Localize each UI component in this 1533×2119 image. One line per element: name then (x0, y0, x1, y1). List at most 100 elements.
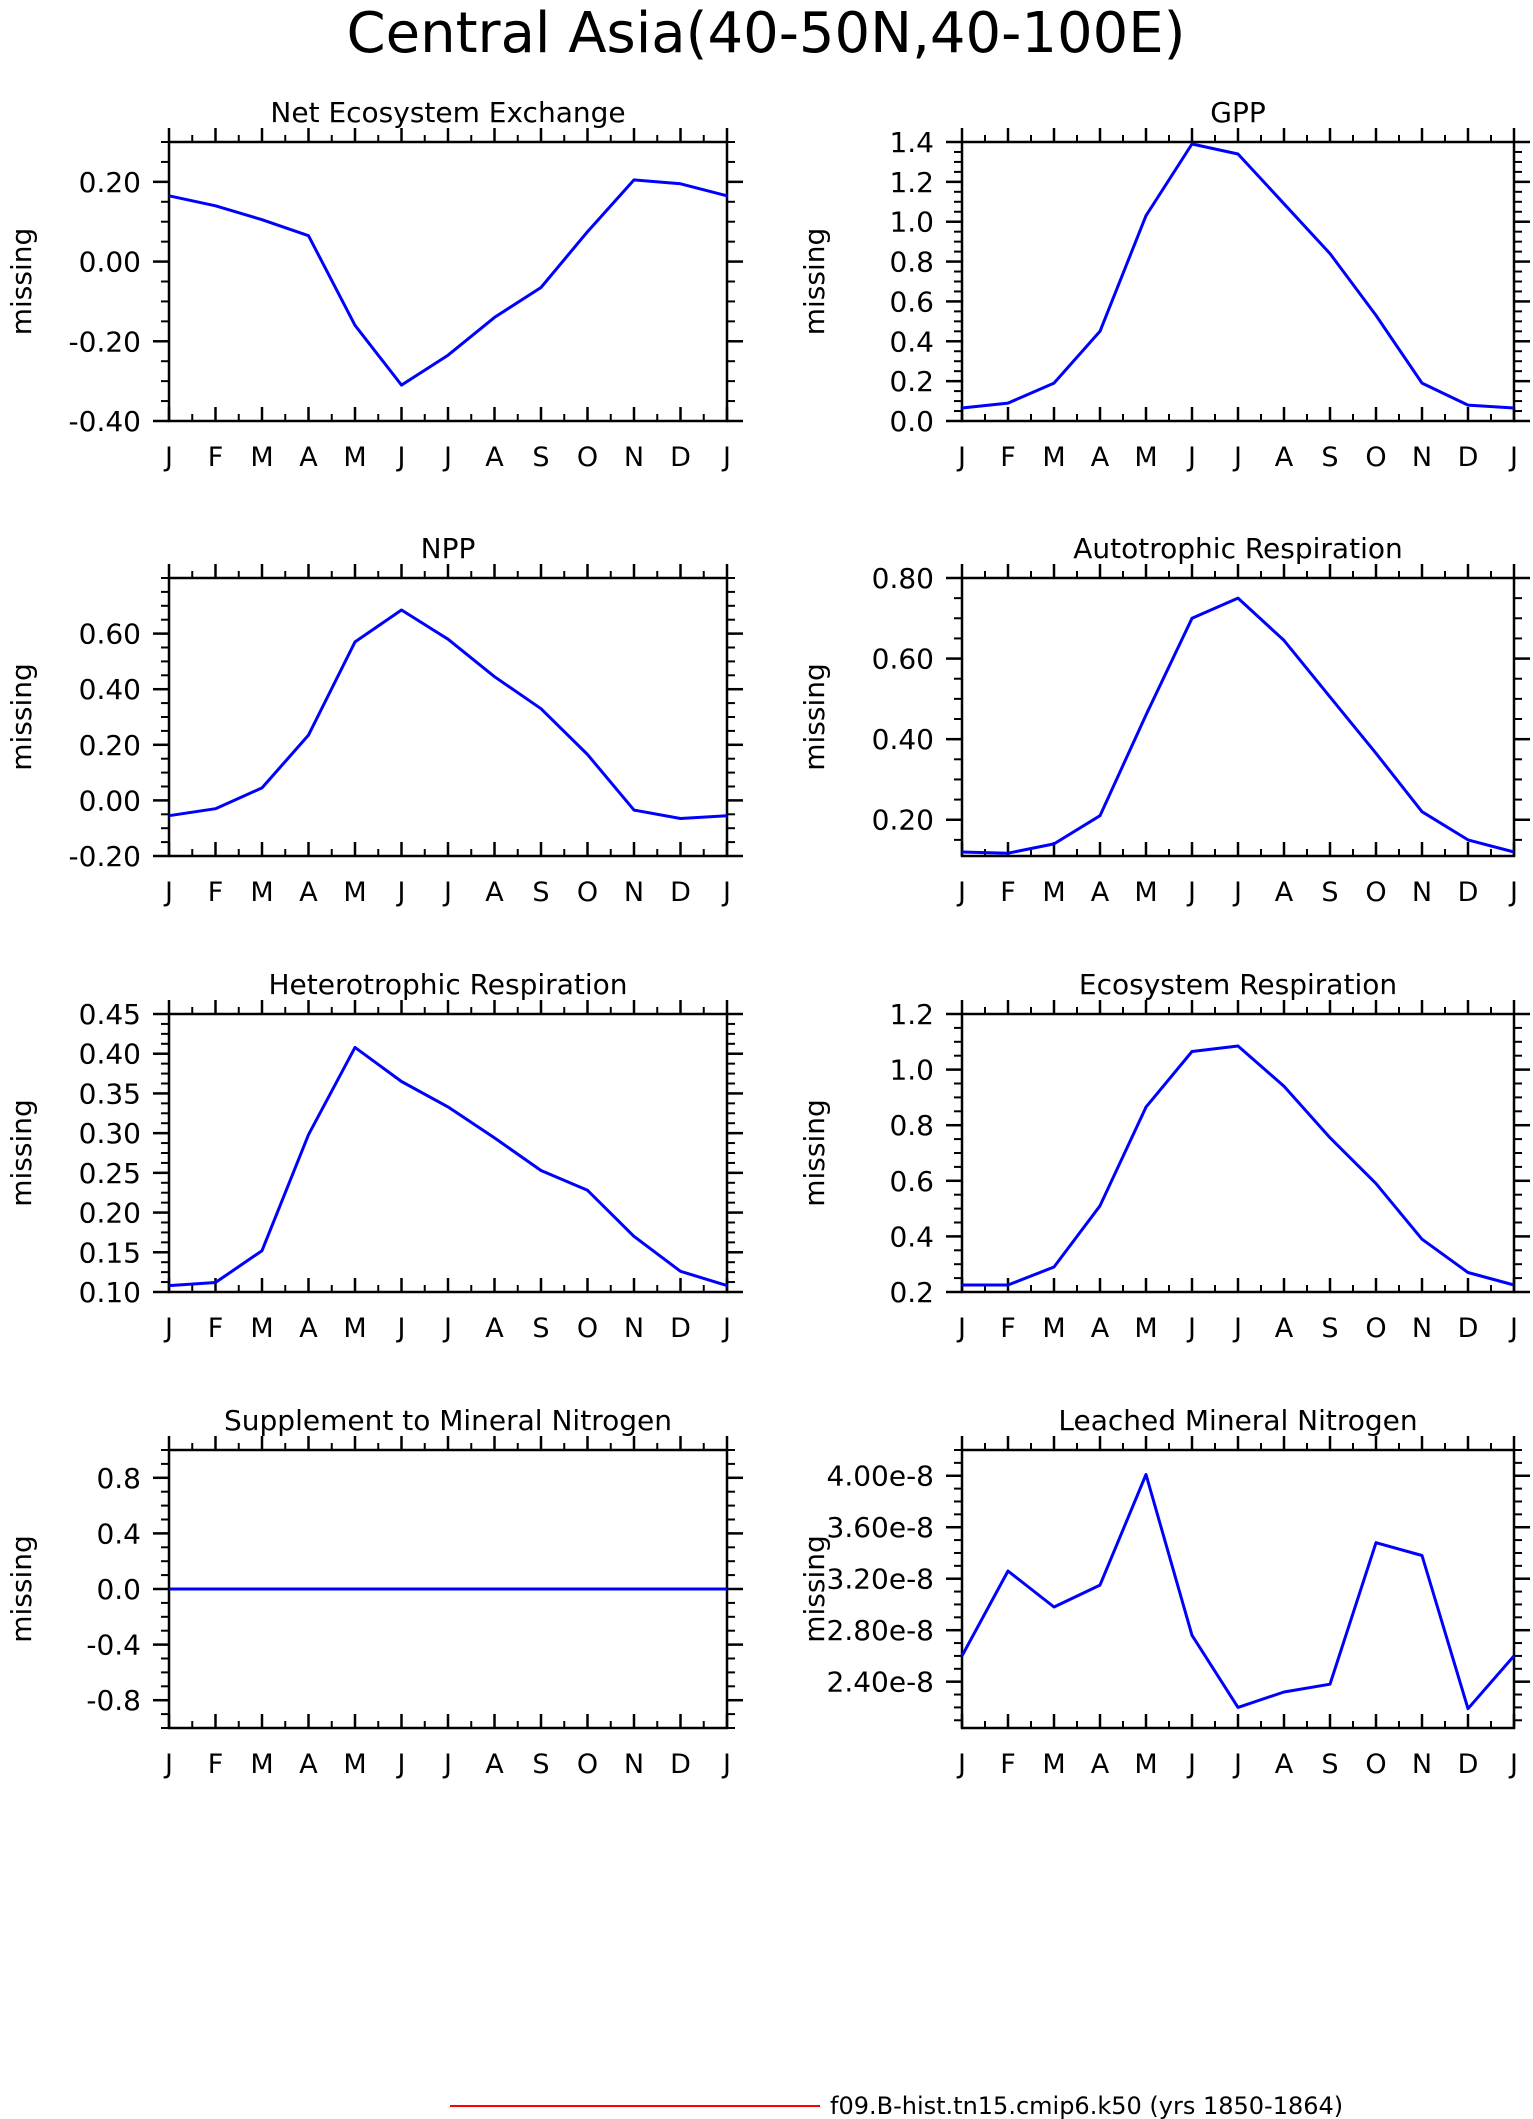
y-tick-label: 2.80e-8 (827, 1614, 935, 1647)
chart-title: Autotrophic Respiration (1073, 532, 1402, 565)
x-tick-label: J (956, 1749, 966, 1780)
x-tick-label: J (442, 1749, 452, 1780)
y-tick-label: 0.8 (889, 246, 934, 279)
legend: f09.B-hist.tn15.cmip6.k50 (yrs 1850-1864… (450, 2092, 1343, 2119)
x-tick-label: N (624, 1313, 644, 1344)
x-tick-label: M (1134, 1749, 1157, 1780)
chart-title: Heterotrophic Respiration (269, 968, 628, 1001)
x-tick-label: J (721, 442, 731, 473)
y-tick-label: 0.8 (889, 1109, 934, 1142)
y-axis-label: missing (5, 663, 38, 771)
series-line (960, 1473, 1516, 1711)
x-tick-label: O (577, 1749, 598, 1780)
x-tick-label: A (1275, 1313, 1294, 1344)
x-tick-label: J (163, 877, 173, 908)
y-tick-label: 4.00e-8 (827, 1460, 935, 1493)
y-tick-label: 0.00 (79, 784, 141, 817)
x-tick-label: F (208, 1749, 224, 1780)
x-tick-label: N (1412, 1313, 1432, 1344)
x-tick-label: F (1000, 442, 1016, 473)
x-tick-label: S (1321, 1749, 1338, 1780)
y-axis-label: missing (5, 1099, 38, 1207)
x-tick-label: M (343, 1749, 366, 1780)
x-tick-label: J (1186, 1749, 1196, 1780)
y-tick-label: 1.2 (889, 166, 934, 199)
y-tick-label: 0.0 (96, 1573, 141, 1606)
y-tick-label: 0.10 (79, 1276, 141, 1309)
x-tick-label: M (1042, 877, 1065, 908)
y-tick-label: 0.40 (79, 673, 141, 706)
chart-title: Net Ecosystem Exchange (270, 96, 625, 129)
plot-frame (167, 576, 729, 858)
x-tick-label: A (485, 877, 504, 908)
x-tick-label: M (1042, 1749, 1065, 1780)
y-tick-label: 0.20 (79, 1197, 141, 1230)
x-tick-label: M (343, 442, 366, 473)
y-axis-label: missing (798, 1535, 831, 1643)
x-tick-label: D (1458, 1313, 1479, 1344)
series-line (962, 1044, 1515, 1287)
x-tick-label: J (1508, 1749, 1518, 1780)
x-tick-label: M (1134, 442, 1157, 473)
x-tick-label: D (670, 877, 691, 908)
series-line (961, 142, 1515, 410)
x-tick-label: O (577, 442, 598, 473)
x-tick-label: J (721, 1313, 731, 1344)
x-tick-label: J (1232, 1749, 1242, 1780)
x-tick-label: M (250, 1313, 273, 1344)
y-tick-label: 0.15 (79, 1236, 141, 1269)
y-tick-label: 3.60e-8 (827, 1511, 935, 1544)
x-tick-label: J (442, 1313, 452, 1344)
x-tick-label: F (208, 442, 224, 473)
y-tick-label: 3.20e-8 (827, 1563, 935, 1596)
x-tick-label: M (1042, 442, 1065, 473)
x-tick-label: J (396, 442, 406, 473)
y-tick-label: -0.20 (69, 325, 141, 358)
y-tick-label: 0.60 (872, 643, 934, 676)
y-tick-label: 0.00 (79, 246, 141, 279)
y-tick-label: 0.4 (889, 325, 934, 358)
x-tick-label: A (1275, 442, 1294, 473)
x-tick-label: J (163, 442, 173, 473)
y-tick-label: 1.0 (889, 1054, 934, 1087)
x-tick-label: J (163, 1313, 173, 1344)
plot-frame (960, 1012, 1516, 1294)
x-tick-label: A (485, 1313, 504, 1344)
y-tick-label: -0.8 (86, 1684, 141, 1717)
x-tick-label: O (1365, 1313, 1386, 1344)
y-axis-label: missing (5, 1535, 38, 1643)
plot-frame (167, 140, 729, 423)
y-tick-label: 1.0 (889, 206, 934, 239)
x-tick-label: N (624, 442, 644, 473)
x-tick-label: N (1412, 442, 1432, 473)
x-tick-label: J (721, 1749, 731, 1780)
y-axis-label: missing (798, 228, 831, 336)
x-tick-label: A (1091, 877, 1110, 908)
x-tick-label: F (208, 877, 224, 908)
x-tick-label: J (1186, 877, 1196, 908)
x-tick-label: M (1042, 1313, 1065, 1344)
series-line (168, 608, 728, 820)
y-tick-label: 0.0 (889, 405, 934, 438)
x-tick-label: S (1321, 442, 1338, 473)
y-tick-label: 0.40 (872, 723, 934, 756)
x-tick-label: O (1365, 877, 1386, 908)
x-tick-label: D (1458, 442, 1479, 473)
page-title: Central Asia(40-50N,40-100E) (347, 1, 1186, 66)
x-tick-label: J (442, 442, 452, 473)
x-tick-label: N (624, 877, 644, 908)
chart-title: Leached Mineral Nitrogen (1058, 1404, 1417, 1437)
x-tick-label: F (1000, 1313, 1016, 1344)
x-tick-label: A (1091, 1313, 1110, 1344)
y-tick-label: -0.40 (69, 405, 141, 438)
x-tick-label: S (532, 1749, 549, 1780)
x-tick-label: N (624, 1749, 644, 1780)
y-tick-label: 0.40 (79, 1038, 141, 1071)
x-tick-label: N (1412, 1749, 1432, 1780)
